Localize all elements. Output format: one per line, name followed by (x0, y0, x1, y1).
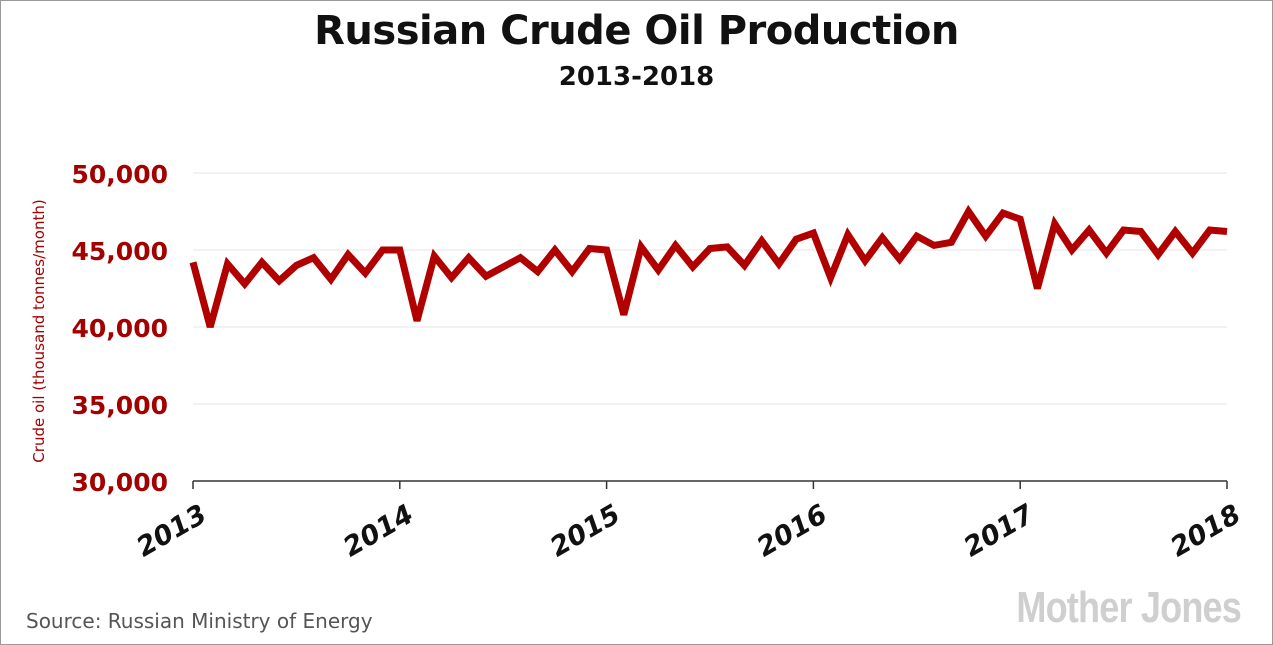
y-tick-label: 30,000 (72, 468, 168, 497)
gridlines (193, 172, 1227, 405)
y-axis-label: Crude oil (thousand tonnes/month) (30, 199, 48, 462)
y-tick-labels: 30,000 35,000 40,000 45,000 50,000 (72, 160, 168, 497)
x-tick-label: 2016 (752, 499, 833, 563)
y-tick-label: 50,000 (72, 160, 168, 189)
mother-jones-logo: Mother Jones (1016, 583, 1242, 632)
source-note: Source: Russian Ministry of Energy (26, 609, 373, 633)
x-tick-label: 2014 (338, 499, 419, 563)
series-layer (189, 204, 1228, 328)
x-tick-label: 2017 (959, 499, 1040, 564)
y-tick-label: 45,000 (72, 237, 168, 266)
x-axis: 2013 2014 2015 2016 2017 2018 (132, 480, 1247, 564)
x-tick-label: 2015 (545, 499, 626, 563)
chart-subtitle: 2013-2018 (558, 62, 715, 92)
y-tick-label: 40,000 (72, 314, 168, 343)
chart-title: Russian Crude Oil Production (314, 8, 959, 54)
y-tick-label: 35,000 (72, 391, 168, 420)
series-line (189, 204, 1228, 328)
x-tick-label: 2013 (132, 499, 213, 563)
x-tick-label: 2018 (1166, 499, 1247, 563)
